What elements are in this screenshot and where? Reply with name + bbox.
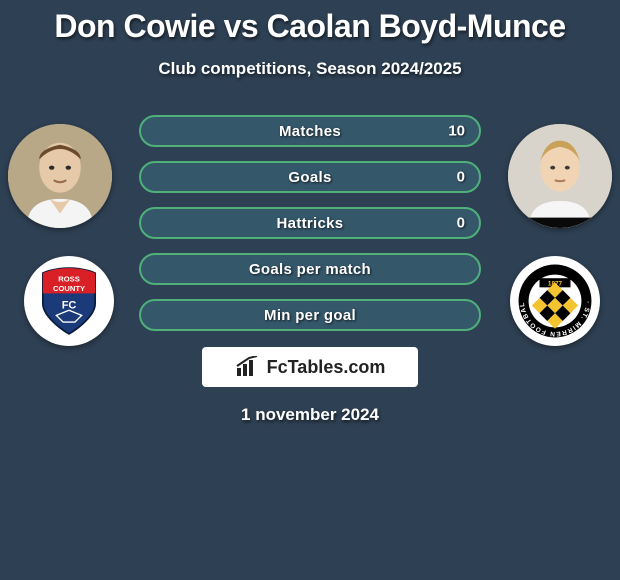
stat-row: Hattricks 0	[139, 207, 481, 239]
stat-value: 0	[457, 169, 465, 186]
branding-badge: FcTables.com	[202, 347, 418, 387]
club-right-badge: · ST. MIRREN FOOTBALL CLUB · 1877	[510, 256, 600, 346]
stat-row: Matches 10	[139, 115, 481, 147]
club-left-badge: ROSS COUNTY FC	[24, 256, 114, 346]
chart-icon	[235, 356, 261, 378]
stat-label: Goals	[288, 169, 331, 186]
stat-label: Min per goal	[264, 307, 356, 324]
stat-label: Hattricks	[277, 215, 344, 232]
subtitle: Club competitions, Season 2024/2025	[0, 59, 620, 79]
stat-label: Goals per match	[249, 261, 371, 278]
stat-row: Goals 0	[139, 161, 481, 193]
svg-text:ROSS: ROSS	[58, 275, 80, 284]
stat-row: Goals per match	[139, 253, 481, 285]
stat-label: Matches	[279, 123, 341, 140]
date-text: 1 november 2024	[0, 405, 620, 425]
page-title: Don Cowie vs Caolan Boyd-Munce	[0, 8, 620, 45]
player-left-avatar	[8, 124, 112, 228]
stat-value: 10	[448, 123, 465, 140]
branding-text: FcTables.com	[267, 357, 386, 378]
stat-row: Min per goal	[139, 299, 481, 331]
svg-text:COUNTY: COUNTY	[53, 284, 85, 293]
player-right-avatar	[508, 124, 612, 228]
stats-panel: Matches 10 Goals 0 Hattricks 0 Goals per…	[139, 115, 481, 331]
stat-value: 0	[457, 215, 465, 232]
